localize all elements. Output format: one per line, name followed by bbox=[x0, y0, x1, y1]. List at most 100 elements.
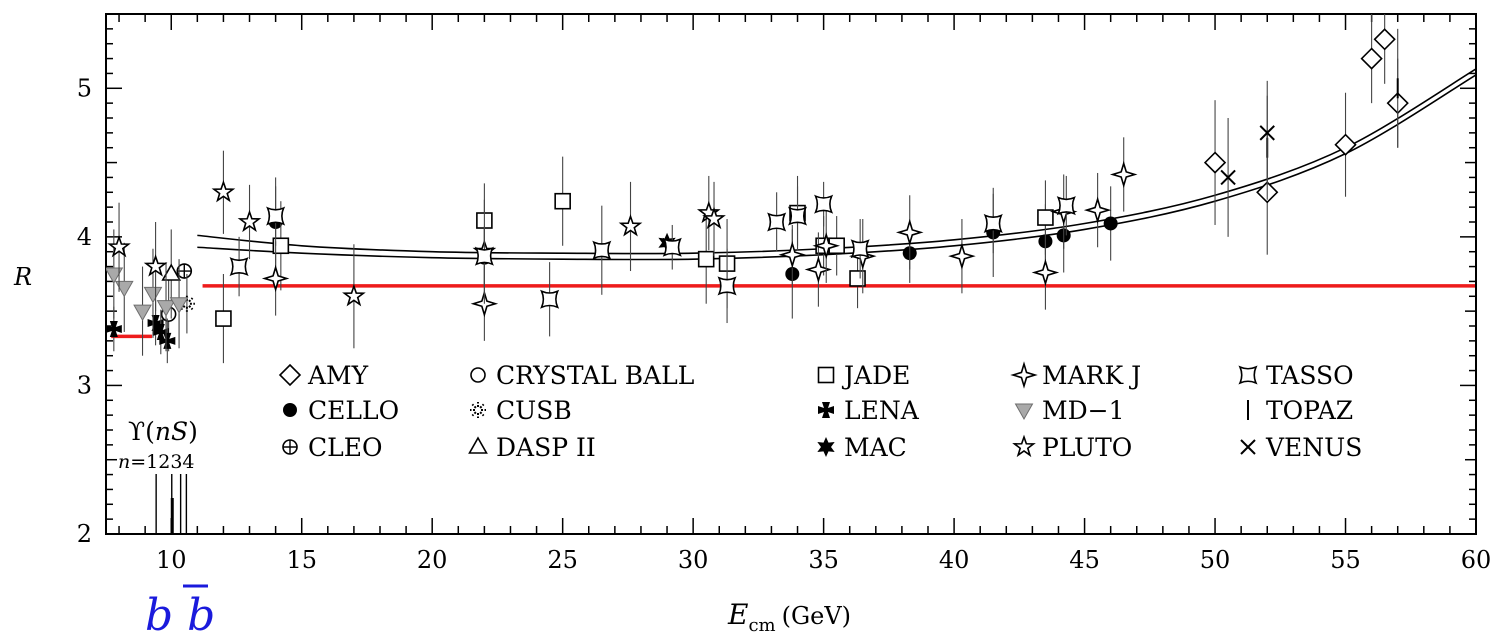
data-point bbox=[1103, 216, 1118, 231]
legend-entry-cusb: CUSB bbox=[470, 396, 572, 425]
x-tick-label: 20 bbox=[417, 546, 448, 574]
y-axis-title: R bbox=[13, 263, 32, 291]
data-point bbox=[983, 213, 1003, 234]
legend-marker bbox=[817, 437, 835, 457]
legend-entry-cleo: CLEO bbox=[282, 433, 382, 462]
x-axis-title-main: E bbox=[727, 598, 748, 631]
bbbar-text: b b bbox=[145, 590, 215, 637]
data-point bbox=[106, 320, 122, 337]
x-tick-label: 50 bbox=[1200, 546, 1231, 574]
legend-label: CRYSTAL BALL bbox=[496, 361, 694, 390]
x-tick-label: 55 bbox=[1330, 546, 1361, 574]
upsilon-n-values: =1234 bbox=[130, 451, 194, 473]
data-point bbox=[849, 270, 866, 287]
data-point bbox=[161, 263, 182, 281]
data-point bbox=[540, 289, 560, 309]
upsilon-var: nS bbox=[155, 417, 188, 446]
data-point bbox=[342, 283, 366, 307]
x-axis-title-unit: (GeV) bbox=[782, 602, 851, 630]
upsilon-label: ϒ(nS) bbox=[128, 417, 198, 446]
data-point bbox=[169, 297, 189, 314]
x-tick-label: 45 bbox=[1069, 546, 1100, 574]
legend-marker bbox=[282, 439, 298, 455]
x-tick-label: 10 bbox=[156, 546, 187, 574]
data-point bbox=[1360, 47, 1383, 70]
data-point bbox=[1220, 169, 1236, 186]
data-point bbox=[229, 257, 249, 277]
upsilon-resonances: ϒ(nS) n=1234 bbox=[118, 417, 198, 534]
data-point bbox=[215, 310, 232, 327]
upsilon-symbol: ϒ( bbox=[128, 417, 155, 446]
series-tasso bbox=[229, 175, 1076, 337]
data-point bbox=[1373, 28, 1396, 51]
legend-entry-md-1: MD−1 bbox=[1014, 396, 1125, 425]
legend-label: TOPAZ bbox=[1266, 396, 1353, 425]
legend-marker bbox=[1010, 361, 1038, 389]
plot-frame bbox=[105, 13, 1477, 535]
legend-label: MARK J bbox=[1042, 361, 1141, 390]
series-pluto bbox=[107, 150, 726, 349]
data-point bbox=[1056, 196, 1076, 216]
x-axis-title-sub: cm bbox=[748, 615, 775, 636]
upsilon-n-label: n=1234 bbox=[118, 451, 195, 473]
y-tick-label: 2 bbox=[77, 520, 92, 548]
data-point bbox=[948, 242, 976, 270]
legend-label: AMY bbox=[307, 361, 369, 390]
data-point bbox=[159, 332, 176, 349]
legend-label: DASP II bbox=[496, 433, 596, 462]
circle-plus-cross bbox=[177, 264, 192, 279]
data-point bbox=[1037, 209, 1054, 226]
x-axis-title: Ecm (GeV) bbox=[727, 598, 851, 636]
legend-label: JADE bbox=[841, 361, 910, 390]
y-tick-label: 3 bbox=[77, 371, 92, 399]
data-point bbox=[143, 254, 168, 277]
data-point bbox=[1031, 258, 1060, 287]
legend-entry-cello: CELLO bbox=[283, 396, 399, 425]
data-point bbox=[474, 246, 494, 266]
data-point bbox=[156, 300, 176, 317]
upsilon-close: ) bbox=[188, 417, 198, 446]
data-point bbox=[767, 212, 787, 232]
upsilon-n: n bbox=[118, 451, 130, 473]
legend: AMY CELLO CLEO CRYSTAL BALL CUSB DASP II JADE L… bbox=[278, 361, 1362, 462]
legend-entry-venus: VENUS bbox=[1240, 433, 1362, 462]
x-tick-label: 25 bbox=[547, 546, 578, 574]
legend-entry-mac: MAC bbox=[817, 433, 907, 462]
legend-label: TASSO bbox=[1266, 361, 1354, 390]
data-point bbox=[152, 323, 169, 340]
data-point bbox=[261, 264, 290, 293]
x-tick-label: 60 bbox=[1461, 546, 1492, 574]
data-point bbox=[814, 194, 834, 214]
legend-marker bbox=[468, 436, 488, 454]
data-point bbox=[554, 192, 571, 210]
legend-marker bbox=[1240, 439, 1256, 455]
x-tick-label: 35 bbox=[808, 546, 839, 574]
data-point bbox=[662, 237, 682, 257]
legend-entry-mark-j: MARK J bbox=[1010, 361, 1141, 390]
data-point bbox=[697, 250, 715, 268]
legend-label: VENUS bbox=[1265, 433, 1362, 462]
circle-plus-cross bbox=[283, 440, 297, 454]
legend-label: CLEO bbox=[308, 433, 382, 462]
data-point bbox=[1109, 160, 1138, 189]
legend-entry-tasso: TASSO bbox=[1238, 361, 1354, 390]
data-point bbox=[133, 304, 152, 322]
series-cusb bbox=[178, 274, 195, 334]
data-point bbox=[272, 237, 290, 255]
legend-label: PLUTO bbox=[1042, 433, 1132, 462]
data-point bbox=[850, 239, 870, 259]
legend-marker bbox=[278, 363, 302, 387]
y-tick-label: 4 bbox=[77, 223, 92, 251]
axis-ticks bbox=[106, 13, 1477, 535]
legend-entry-jade: JADE bbox=[817, 361, 910, 390]
x-tick-label: 15 bbox=[286, 546, 317, 574]
series-amy bbox=[1203, 14, 1409, 255]
data-point bbox=[1334, 133, 1357, 156]
data-point bbox=[778, 240, 807, 269]
series-venus bbox=[1220, 80, 1275, 237]
data-point bbox=[266, 206, 286, 226]
data-point bbox=[812, 231, 841, 260]
series-mark-j bbox=[261, 137, 1138, 341]
data-point bbox=[147, 315, 164, 332]
